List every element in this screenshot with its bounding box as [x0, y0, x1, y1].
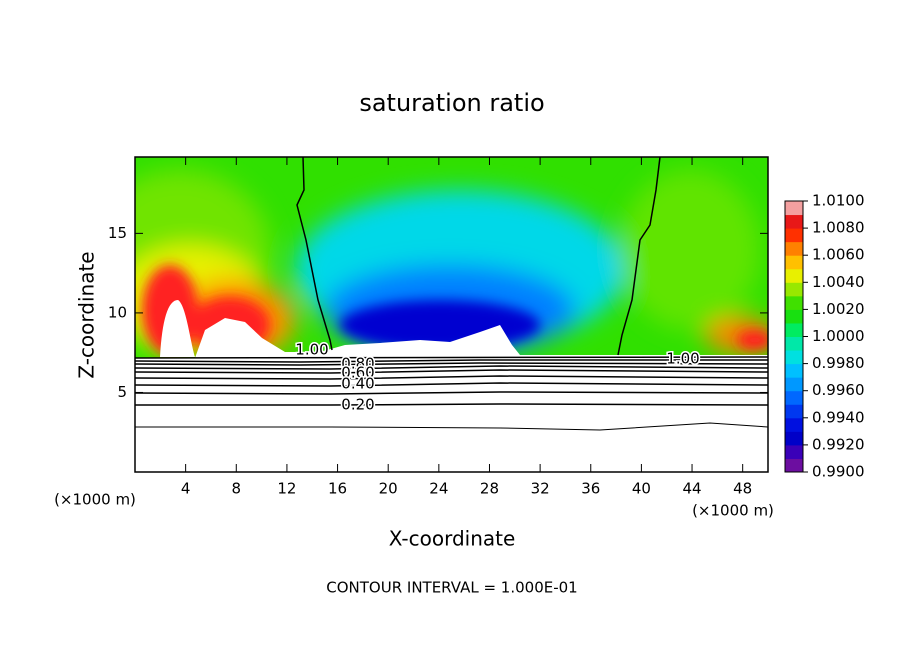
x-tick-label: 40 [632, 480, 651, 498]
x-tick-label: 36 [581, 480, 600, 498]
contour-label: 1.00 [666, 350, 699, 368]
colorbar-band [785, 444, 803, 459]
colorbar-band [785, 214, 803, 229]
colorbar-band [785, 268, 803, 283]
y-tick-label: 10 [108, 303, 127, 321]
footer-note: CONTOUR INTERVAL = 1.000E-01 [326, 579, 577, 597]
x-tick-label: 20 [379, 480, 398, 498]
x-tick-label: 4 [181, 480, 191, 498]
colorbar-tick-label: 1.0060 [812, 246, 865, 264]
colorbar-band [785, 295, 803, 310]
x-unit-label: (×1000 m) [692, 502, 774, 520]
colorbar-tick-label: 1.0100 [812, 192, 865, 210]
plot-frame [134, 156, 769, 473]
colorbar-tick-label: 0.9940 [812, 408, 865, 426]
colorbar-band [785, 458, 803, 473]
x-tick-label: 48 [733, 480, 752, 498]
colorbar-band [785, 241, 803, 256]
colorbar-band [785, 417, 803, 432]
x-tick-label: 32 [531, 480, 550, 498]
contour-label: 0.60 [341, 364, 374, 382]
chart-title: saturation ratio [359, 89, 544, 117]
colorbar-band [785, 282, 803, 297]
field [135, 157, 768, 472]
colorbar-band [785, 404, 803, 419]
x-tick-label: 24 [429, 480, 448, 498]
y-tick-label: 5 [117, 383, 127, 401]
contour-label: 0.80 [341, 355, 374, 373]
colorbar-band [785, 390, 803, 405]
colorbar-tick-label: 0.9920 [812, 435, 865, 453]
contour-lines [135, 157, 768, 431]
colorbar-band [785, 309, 803, 324]
colorbar-tick-label: 1.0080 [812, 219, 865, 237]
contour-label: 1.00 [295, 341, 328, 359]
colorbar-band [785, 363, 803, 378]
contour-label: 0.40 [341, 375, 374, 393]
x-axis-label: X-coordinate [389, 527, 516, 551]
colorbar-tick-label: 1.0020 [812, 300, 865, 318]
colorbar-tick-label: 1.0040 [812, 273, 865, 291]
x-tick-label: 28 [480, 480, 499, 498]
colorbar-band [785, 322, 803, 337]
colorbar-band [785, 255, 803, 270]
contour-label: 0.20 [341, 396, 374, 414]
x-unit-label: (×1000 m) [54, 491, 136, 509]
x-tick-label: 44 [682, 480, 701, 498]
x-tick-label: 8 [232, 480, 242, 498]
x-tick-label: 12 [277, 480, 296, 498]
colorbar-band [785, 336, 803, 351]
y-axis-label: Z-coordinate [75, 251, 99, 378]
x-tick-label: 16 [328, 480, 347, 498]
colorbar-band [785, 201, 803, 216]
colorbar-tick-label: 1.0000 [812, 327, 865, 345]
colorbar-band [785, 377, 803, 392]
colorbar-band [785, 350, 803, 365]
colorbar-tick-label: 0.9960 [812, 381, 865, 399]
colorbar-tick-label: 0.9900 [812, 463, 865, 481]
y-tick-label: 15 [108, 224, 127, 242]
colorbar-tick-label: 0.9980 [812, 354, 865, 372]
colorbar-band [785, 431, 803, 446]
colorbar-band [785, 228, 803, 243]
